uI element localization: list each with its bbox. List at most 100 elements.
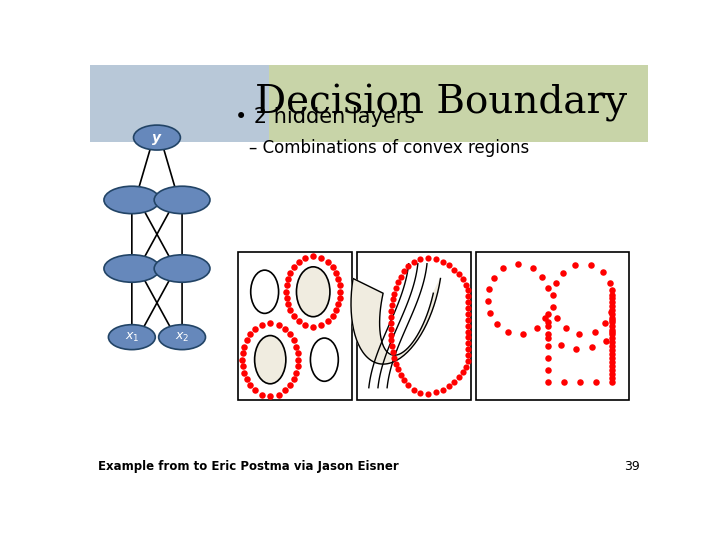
Ellipse shape	[154, 186, 210, 214]
Point	[606, 338, 618, 347]
Point	[284, 381, 296, 389]
Point	[292, 349, 303, 357]
Point	[387, 295, 399, 303]
Point	[327, 312, 338, 321]
Point	[449, 265, 460, 274]
Point	[606, 321, 618, 330]
Point	[273, 390, 284, 399]
Point	[606, 309, 618, 318]
Point	[462, 286, 474, 295]
Text: Example from to Eric Postma via Jason Eisner: Example from to Eric Postma via Jason Ei…	[99, 460, 399, 472]
Point	[491, 320, 503, 328]
Bar	[238, 252, 352, 400]
Point	[606, 308, 617, 316]
Point	[606, 294, 618, 303]
Text: y: y	[153, 131, 161, 145]
Point	[462, 327, 474, 336]
Ellipse shape	[297, 267, 330, 317]
Point	[237, 362, 248, 370]
Bar	[90, 65, 269, 141]
Point	[488, 274, 500, 282]
Point	[291, 342, 302, 351]
Point	[385, 325, 397, 333]
Point	[586, 343, 598, 352]
Point	[606, 377, 618, 386]
Point	[415, 388, 426, 397]
Point	[606, 286, 618, 294]
Point	[546, 291, 558, 299]
Point	[539, 313, 551, 322]
Bar	[476, 252, 629, 400]
Point	[385, 319, 397, 327]
Point	[453, 270, 464, 279]
Text: 39: 39	[624, 460, 639, 472]
Point	[387, 342, 398, 350]
Point	[281, 287, 292, 296]
Point	[590, 377, 601, 386]
Text: Decision Boundary: Decision Boundary	[256, 84, 628, 122]
Point	[244, 330, 256, 339]
Point	[256, 320, 268, 329]
Point	[483, 285, 495, 294]
Point	[606, 298, 618, 306]
Point	[334, 287, 346, 296]
Text: $x_2$: $x_2$	[175, 330, 189, 343]
Point	[498, 264, 509, 273]
Point	[556, 341, 567, 349]
Point	[606, 315, 618, 324]
Point	[402, 381, 414, 389]
Point	[542, 322, 554, 330]
Ellipse shape	[104, 255, 160, 282]
Point	[550, 279, 562, 287]
Point	[600, 319, 611, 328]
Point	[462, 339, 474, 348]
Text: – Combinations of convex regions: – Combinations of convex regions	[249, 139, 529, 157]
Point	[606, 354, 618, 362]
Point	[300, 321, 311, 330]
Point	[542, 284, 554, 293]
Point	[462, 333, 474, 342]
Point	[574, 377, 585, 386]
Point	[600, 337, 611, 346]
Point	[402, 262, 414, 271]
Point	[462, 357, 474, 366]
Point	[281, 294, 292, 302]
Point	[387, 301, 398, 309]
Point	[444, 261, 455, 269]
Point	[560, 324, 572, 333]
Point	[244, 381, 256, 389]
Point	[453, 373, 464, 381]
Point	[585, 260, 596, 269]
Point	[237, 355, 248, 364]
Point	[284, 306, 296, 315]
Point	[288, 312, 300, 321]
Point	[606, 350, 618, 359]
Point	[392, 365, 404, 374]
Point	[398, 376, 410, 384]
Point	[300, 254, 311, 262]
Point	[462, 309, 474, 318]
Point	[604, 279, 616, 287]
Polygon shape	[351, 279, 441, 364]
Point	[462, 351, 474, 360]
Point	[284, 269, 296, 278]
Point	[238, 368, 250, 377]
Point	[606, 306, 618, 315]
Point	[292, 362, 303, 370]
Point	[606, 290, 618, 299]
Point	[557, 268, 569, 277]
Point	[334, 294, 346, 302]
Ellipse shape	[109, 325, 156, 349]
Point	[292, 355, 304, 364]
Point	[279, 386, 291, 395]
Point	[462, 321, 474, 330]
Point	[386, 336, 397, 345]
Point	[390, 359, 402, 368]
Point	[288, 336, 300, 345]
Point	[385, 330, 397, 339]
Point	[330, 306, 342, 315]
Point	[264, 319, 276, 327]
Point	[307, 252, 319, 261]
Point	[423, 389, 434, 398]
Point	[307, 323, 319, 332]
